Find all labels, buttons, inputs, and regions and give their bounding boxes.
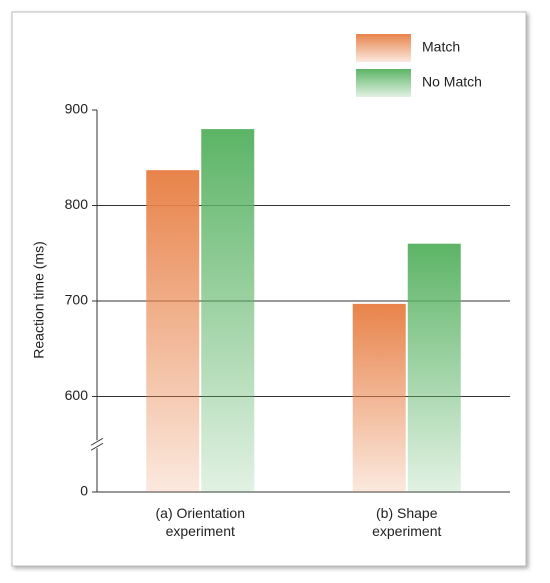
bar (201, 129, 255, 492)
y-tick-label: 600 (65, 387, 89, 403)
y-axis-label: Reaction time (ms) (31, 241, 47, 358)
bar (407, 243, 461, 492)
bar (146, 170, 200, 493)
legend-swatch (356, 34, 411, 62)
axis-break (90, 437, 104, 446)
bar (352, 303, 406, 492)
y-tick-label: 900 (65, 101, 89, 117)
legend-label: No Match (422, 74, 482, 90)
x-tick-label: (a) Orientation experiment (155, 505, 245, 539)
axis-break-gap (91, 440, 103, 449)
y-tick-label: 700 (65, 292, 89, 308)
x-tick-label: (b) Shape experiment (372, 505, 442, 539)
y-tick-label: 0 (80, 483, 88, 499)
axis-break (90, 442, 104, 451)
legend-swatch (356, 69, 411, 97)
legend-label: Match (422, 39, 460, 55)
y-tick-label: 800 (65, 196, 89, 212)
